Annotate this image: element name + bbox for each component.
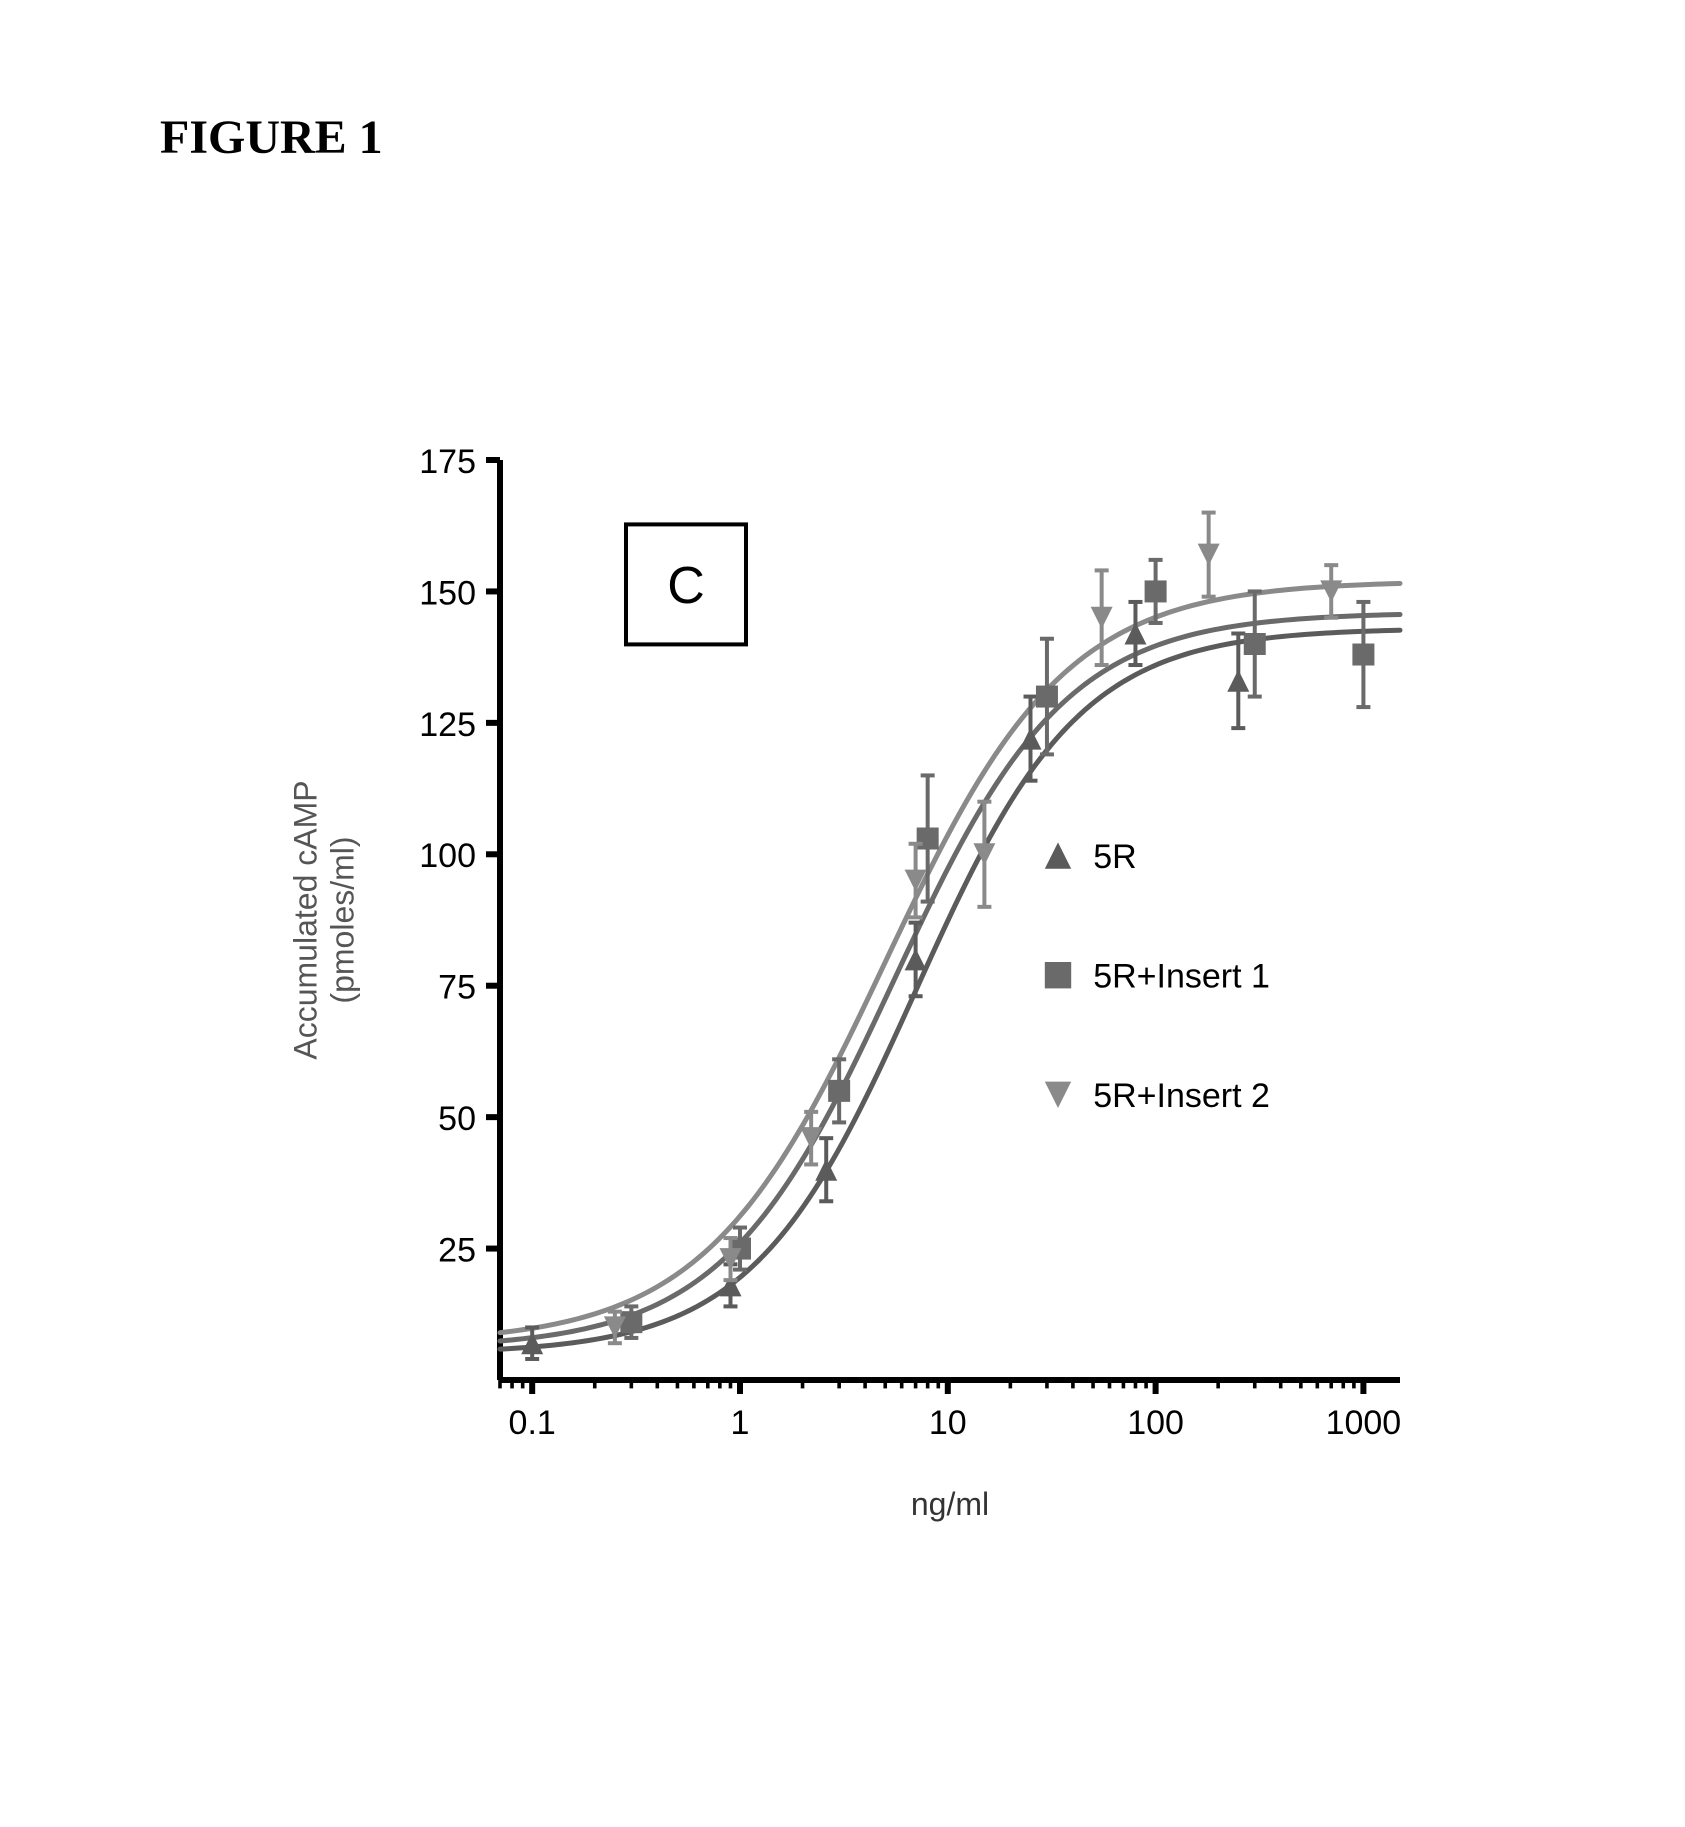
- page: FIGURE 1 25 50 75 100 125 150 175 0.1 1 10 100 1000…: [0, 0, 1685, 1827]
- svg-text:150: 150: [419, 574, 476, 612]
- svg-text:25: 25: [438, 1231, 476, 1269]
- svg-text:10: 10: [929, 1404, 967, 1442]
- chart-svg: 25 50 75 100 125 150 175 0.1 1 10 100 1000 Accumulat…: [280, 430, 1440, 1570]
- dose-response-chart: 25 50 75 100 125 150 175 0.1 1 10 100 1000 Accumulat…: [280, 430, 1440, 1570]
- svg-text:1000: 1000: [1326, 1404, 1402, 1442]
- svg-text:50: 50: [438, 1100, 476, 1138]
- svg-text:75: 75: [438, 969, 476, 1007]
- svg-text:Accumulated cAMP: Accumulated cAMP: [288, 780, 324, 1059]
- svg-text:175: 175: [419, 443, 476, 481]
- svg-text:100: 100: [419, 837, 476, 875]
- svg-text:5R+Insert 2: 5R+Insert 2: [1093, 1077, 1270, 1115]
- svg-text:0.1: 0.1: [509, 1404, 556, 1442]
- svg-text:(pmoles/ml): (pmoles/ml): [324, 836, 360, 1003]
- svg-text:125: 125: [419, 706, 476, 744]
- svg-text:5R+Insert 1: 5R+Insert 1: [1093, 957, 1270, 995]
- svg-text:C: C: [667, 557, 705, 615]
- svg-text:ng/ml: ng/ml: [911, 1486, 989, 1522]
- figure-title: FIGURE 1: [160, 110, 383, 165]
- svg-text:5R: 5R: [1093, 838, 1136, 876]
- svg-text:100: 100: [1127, 1404, 1184, 1442]
- svg-text:1: 1: [731, 1404, 750, 1442]
- series-5r+insert-2: [604, 513, 1342, 1344]
